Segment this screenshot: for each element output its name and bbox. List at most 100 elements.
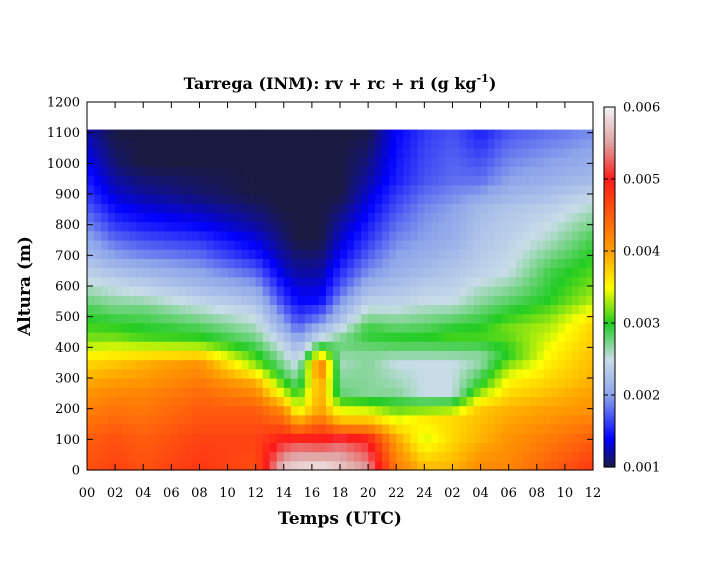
heatmap-cell	[241, 276, 250, 287]
heatmap-cell	[480, 276, 489, 287]
heatmap-cell	[178, 350, 186, 361]
heatmap-cell	[283, 396, 292, 407]
heatmap-cell	[332, 414, 341, 425]
heatmap-cell	[101, 175, 109, 186]
heatmap-cell	[522, 129, 531, 140]
heatmap-cell	[354, 175, 362, 186]
colorbar-segment	[604, 335, 615, 339]
heatmap-cell	[332, 203, 341, 213]
colorbar-segment	[604, 371, 615, 375]
heatmap-cell	[445, 442, 454, 453]
heatmap-cell	[122, 129, 130, 140]
y-tick-label: 0	[72, 464, 80, 479]
heatmap-cell	[557, 258, 566, 269]
colorbar-segment	[604, 392, 615, 396]
heatmap-cell	[368, 267, 376, 278]
heatmap-cell	[564, 414, 573, 425]
heatmap-cell	[108, 414, 116, 425]
heatmap-cell	[304, 396, 313, 407]
heatmap-cell	[297, 138, 306, 149]
heatmap-cell	[375, 166, 383, 177]
heatmap-cell	[171, 203, 179, 213]
heatmap-cell	[206, 414, 215, 425]
heatmap-cell	[283, 405, 292, 416]
heatmap-cell	[213, 240, 222, 250]
heatmap-cell	[403, 276, 411, 287]
heatmap-cell	[403, 414, 411, 425]
heatmap-cell	[101, 295, 109, 305]
heatmap-cell	[396, 295, 404, 305]
heatmap-cell	[164, 286, 172, 296]
heatmap-cell	[262, 230, 271, 241]
heatmap-cell	[136, 313, 144, 324]
heatmap-cell	[410, 230, 418, 241]
colorbar-segment	[604, 161, 615, 165]
heatmap-cell	[143, 424, 151, 434]
heatmap-cell	[164, 267, 172, 278]
heatmap-cell	[269, 286, 278, 296]
heatmap-cell	[473, 433, 482, 443]
heatmap-cell	[529, 359, 538, 370]
colorbar-segment	[604, 191, 615, 195]
heatmap-cell	[115, 350, 123, 361]
colorbar-segment	[604, 437, 615, 441]
heatmap-cell	[248, 267, 257, 278]
heatmap-cell	[382, 405, 390, 416]
heatmap-cell	[276, 148, 285, 158]
heatmap-cell	[473, 230, 482, 241]
heatmap-cell	[361, 184, 369, 195]
heatmap-cell	[564, 184, 573, 195]
colorbar-segment	[604, 254, 615, 258]
heatmap-cell	[87, 212, 95, 223]
heatmap-cell	[178, 194, 186, 204]
heatmap-cell	[403, 405, 411, 416]
heatmap-cell	[115, 313, 123, 324]
heatmap-cell	[571, 442, 580, 453]
heatmap-cell	[389, 258, 397, 269]
heatmap-cell	[115, 221, 123, 232]
heatmap-cell	[431, 405, 439, 416]
heatmap-cell	[178, 175, 186, 186]
heatmap-cell	[438, 175, 447, 186]
heatmap-cell	[508, 157, 517, 167]
heatmap-cell	[487, 332, 496, 342]
heatmap-cell	[536, 166, 545, 177]
heatmap-cell	[445, 194, 454, 204]
heatmap-cell	[157, 295, 165, 305]
heatmap-cell	[431, 396, 439, 407]
heatmap-cell	[578, 212, 587, 223]
heatmap-cell	[438, 240, 447, 250]
heatmap-cell	[157, 322, 165, 333]
heatmap-cell	[283, 414, 292, 425]
heatmap-cell	[311, 378, 320, 388]
heatmap-cell	[536, 433, 545, 443]
heatmap-cell	[389, 424, 397, 434]
colorbar-segment	[604, 332, 615, 336]
heatmap-cell	[325, 387, 334, 397]
heatmap-cell	[297, 267, 306, 278]
heatmap-cell	[382, 166, 390, 177]
heatmap-cell	[234, 350, 243, 361]
colorbar-segment	[604, 149, 615, 153]
y-tick-label: 400	[55, 341, 80, 356]
heatmap-cell	[459, 221, 468, 232]
heatmap-cell	[375, 148, 383, 158]
heatmap-cell	[220, 166, 229, 177]
heatmap-cell	[241, 433, 250, 443]
heatmap-cell	[340, 387, 348, 397]
heatmap-cell	[515, 267, 524, 278]
heatmap-cell	[382, 304, 390, 315]
heatmap-cell	[340, 267, 348, 278]
heatmap-cell	[501, 359, 510, 370]
heatmap-cell	[459, 368, 468, 379]
heatmap-cell	[129, 203, 137, 213]
heatmap-cell	[550, 304, 559, 315]
heatmap-cell	[234, 378, 243, 388]
heatmap-cell	[129, 424, 137, 434]
heatmap-cell	[136, 230, 144, 241]
heatmap-cell	[241, 424, 250, 434]
heatmap-cell	[431, 359, 439, 370]
heatmap-cell	[283, 258, 292, 269]
heatmap-cell	[143, 341, 151, 351]
heatmap-cell	[354, 368, 362, 379]
